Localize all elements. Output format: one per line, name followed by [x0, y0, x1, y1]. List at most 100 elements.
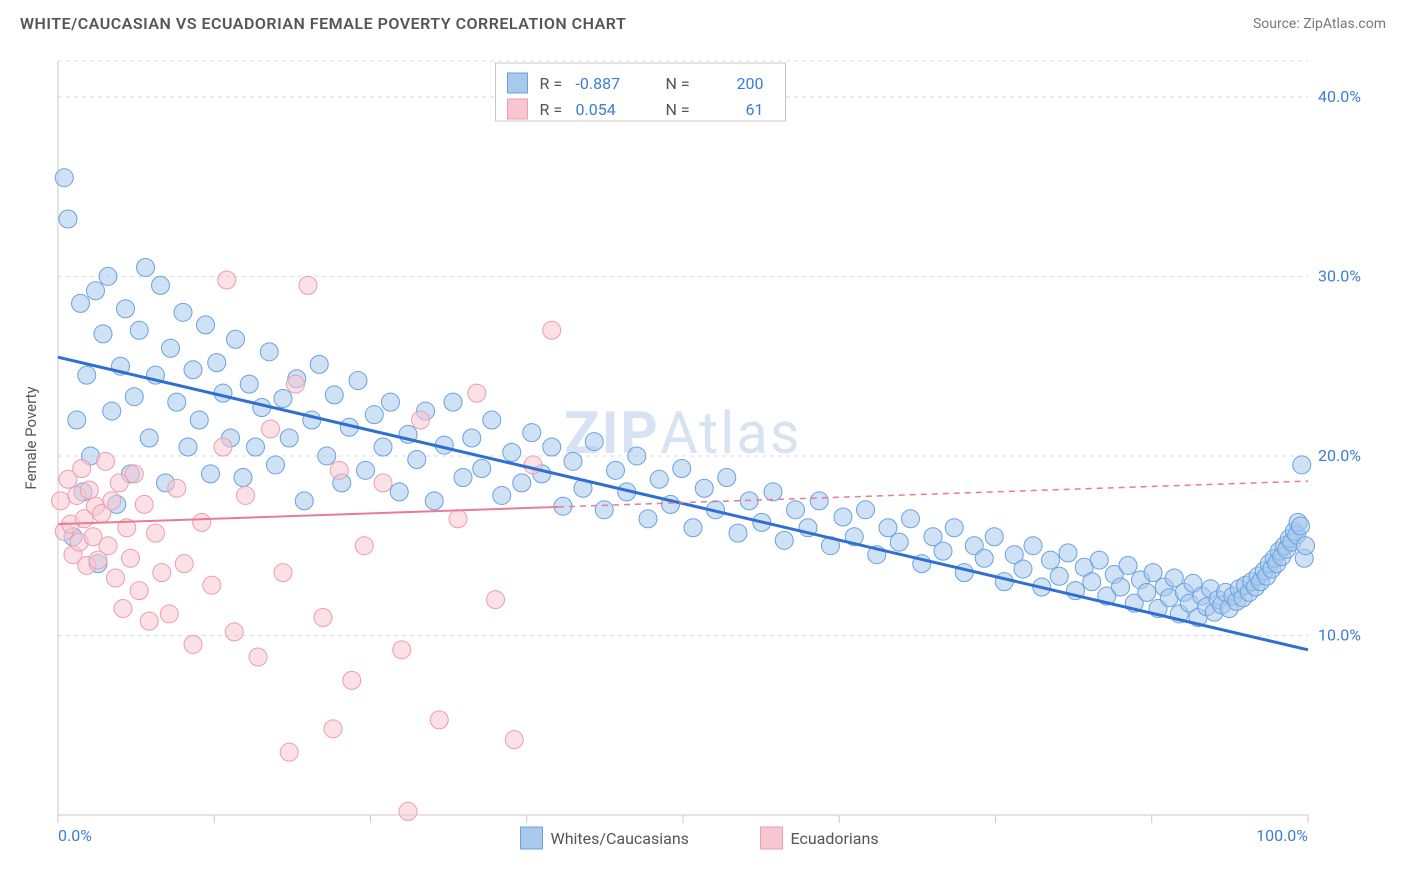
scatter-point — [365, 406, 383, 424]
scatter-point — [247, 438, 265, 456]
scatter-point — [639, 510, 657, 528]
scatter-point — [80, 481, 98, 499]
scatter-point — [122, 549, 140, 567]
scatter-point — [934, 542, 952, 560]
scatter-point — [503, 443, 521, 461]
scatter-point — [153, 564, 171, 582]
scatter-point — [1050, 567, 1068, 585]
scatter-point — [945, 519, 963, 537]
scatter-point — [184, 635, 202, 653]
scatter-point — [197, 316, 215, 334]
scatter-point — [787, 501, 805, 519]
scatter-point — [985, 528, 1003, 546]
scatter-point — [975, 549, 993, 567]
legend-r-value: -0.887 — [576, 74, 621, 93]
scatter-point — [505, 731, 523, 749]
scatter-point — [955, 564, 973, 582]
scatter-point — [564, 452, 582, 470]
y-tick-label: 20.0% — [1318, 446, 1361, 465]
scatter-point — [234, 468, 252, 486]
scatter-point — [393, 641, 411, 659]
scatter-point — [179, 438, 197, 456]
scatter-point — [729, 524, 747, 542]
scatter-point — [184, 361, 202, 379]
scatter-point — [1119, 556, 1137, 574]
scatter-point — [1112, 578, 1130, 596]
y-tick-label: 40.0% — [1318, 87, 1361, 106]
scatter-point — [72, 294, 90, 312]
scatter-point — [225, 623, 243, 641]
scatter-point — [444, 393, 462, 411]
scatter-point — [240, 375, 258, 393]
scatter-point — [59, 210, 77, 228]
scatter-point — [280, 429, 298, 447]
scatter-point — [260, 343, 278, 361]
scatter-point — [107, 569, 125, 587]
scatter-point — [299, 276, 317, 294]
scatter-point — [1083, 573, 1101, 591]
scatter-point — [103, 492, 121, 510]
scatter-point — [103, 402, 121, 420]
scatter-point — [140, 429, 158, 447]
y-tick-label: 30.0% — [1318, 266, 1361, 285]
scatter-point — [764, 483, 782, 501]
scatter-point — [1297, 537, 1315, 555]
scatter-point — [117, 300, 135, 318]
scatter-point — [425, 492, 443, 510]
scatter-point — [1042, 551, 1060, 569]
trend-line-dashed — [558, 481, 1308, 507]
scatter-point — [412, 411, 430, 429]
y-axis-label: Female Poverty — [22, 386, 40, 489]
scatter-point — [1090, 551, 1108, 569]
scatter-point — [130, 582, 148, 600]
x-tick-label-max: 100.0% — [1256, 826, 1308, 845]
scatter-point — [468, 384, 486, 402]
scatter-point — [190, 411, 208, 429]
scatter-point — [390, 483, 408, 501]
scatter-chart: 10.0%20.0%30.0%40.0%0.0%100.0%Female Pov… — [20, 43, 1386, 863]
scatter-point — [374, 474, 392, 492]
scatter-point — [52, 492, 70, 510]
scatter-point — [513, 474, 531, 492]
scatter-point — [287, 375, 305, 393]
scatter-point — [262, 420, 280, 438]
legend-swatch — [508, 73, 528, 93]
scatter-point — [718, 468, 736, 486]
scatter-point — [857, 501, 875, 519]
scatter-point — [55, 169, 73, 187]
scatter-point — [454, 468, 472, 486]
scatter-point — [203, 576, 221, 594]
scatter-point — [318, 447, 336, 465]
scatter-point — [125, 465, 143, 483]
scatter-point — [374, 438, 392, 456]
scatter-point — [249, 648, 267, 666]
scatter-point — [73, 460, 91, 478]
legend-r-value: 0.054 — [576, 100, 616, 119]
scatter-point — [267, 456, 285, 474]
y-tick-label: 10.0% — [1318, 625, 1361, 644]
scatter-point — [1024, 537, 1042, 555]
scatter-point — [695, 479, 713, 497]
legend-n-label: N = — [666, 74, 690, 93]
scatter-point — [280, 743, 298, 761]
scatter-point — [214, 438, 232, 456]
scatter-point — [543, 438, 561, 456]
scatter-point — [1293, 456, 1311, 474]
scatter-point — [314, 609, 332, 627]
source-attribution: Source: ZipAtlas.com — [1253, 16, 1386, 32]
scatter-point — [274, 564, 292, 582]
scatter-point — [483, 411, 501, 429]
scatter-point — [408, 451, 426, 469]
scatter-point — [355, 537, 373, 555]
scatter-point — [295, 492, 313, 510]
scatter-point — [357, 461, 375, 479]
scatter-point — [349, 372, 367, 390]
scatter-point — [125, 388, 143, 406]
scatter-point — [834, 508, 852, 526]
legend-r-label: R = — [540, 74, 563, 93]
scatter-point — [382, 393, 400, 411]
scatter-point — [650, 470, 668, 488]
chart-area: 10.0%20.0%30.0%40.0%0.0%100.0%Female Pov… — [20, 43, 1386, 867]
scatter-point — [902, 510, 920, 528]
scatter-point — [310, 355, 328, 373]
